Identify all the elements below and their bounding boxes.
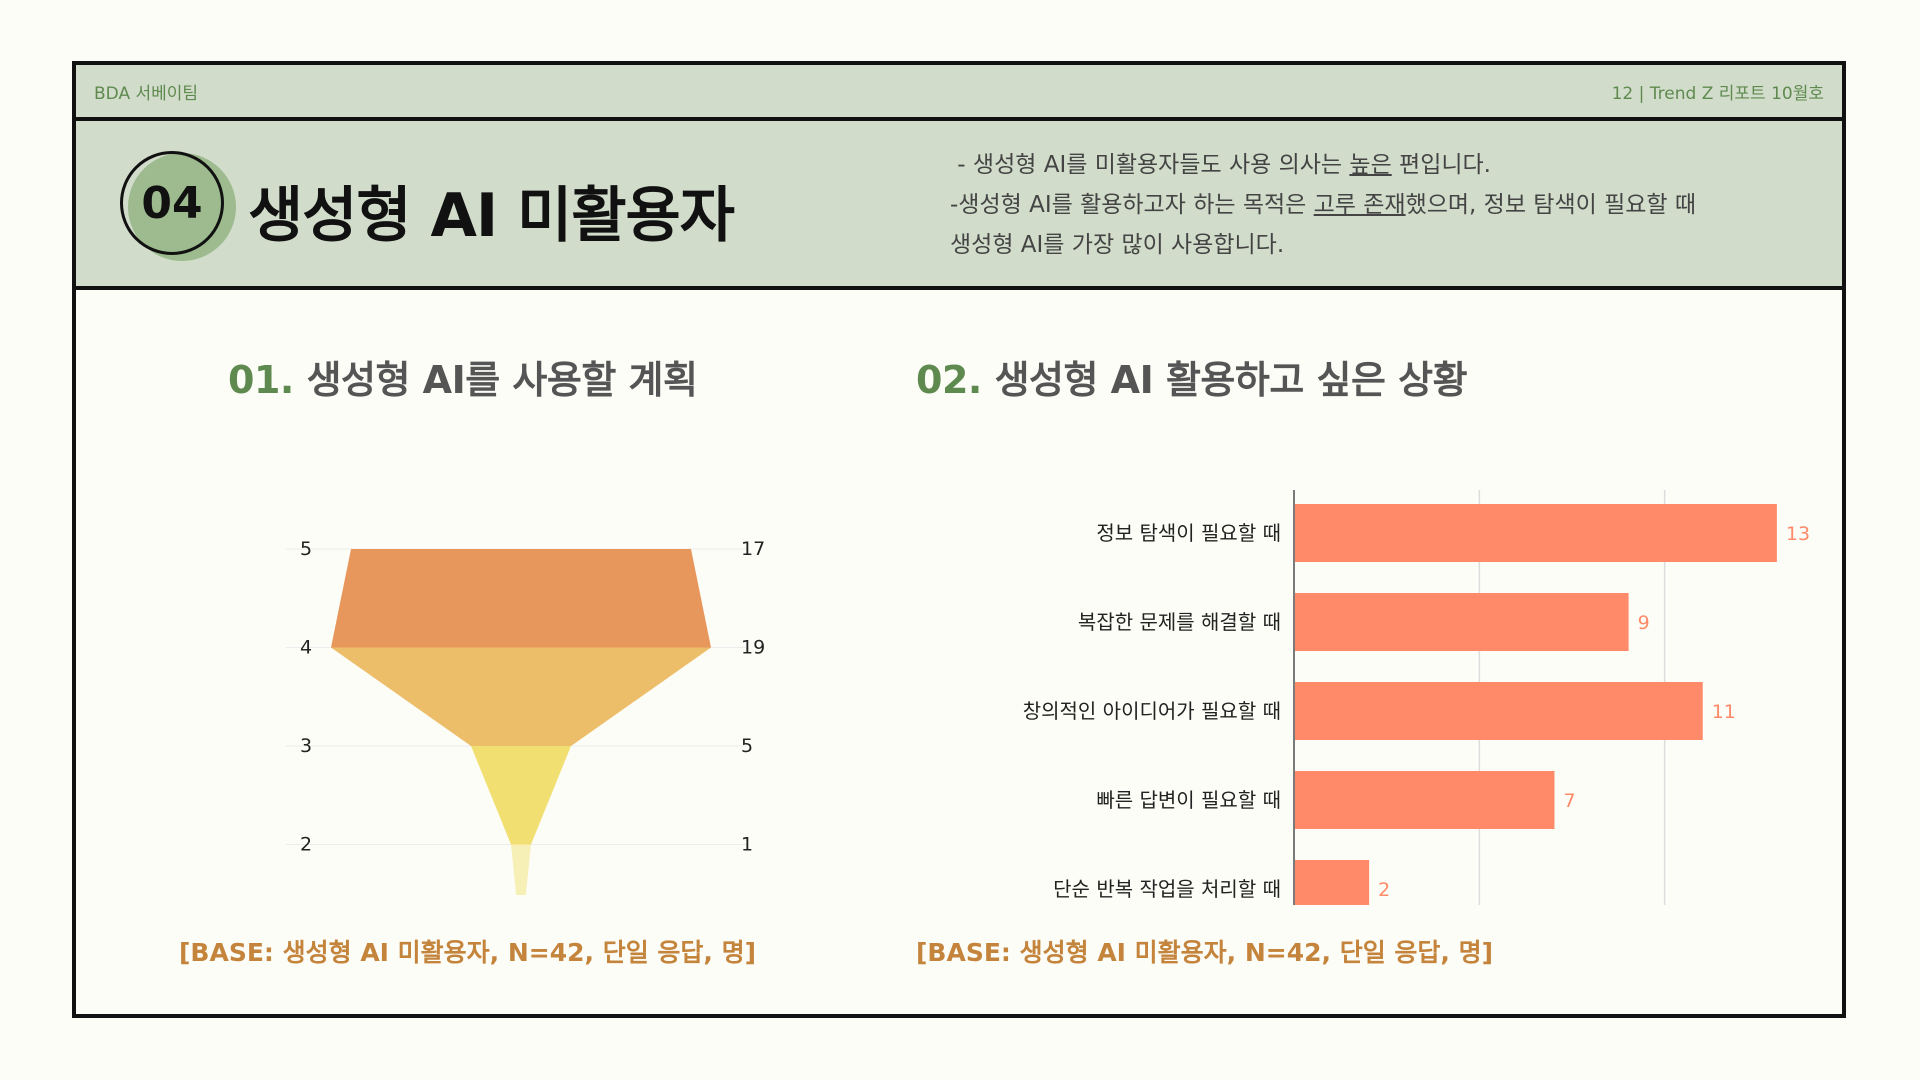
summary-text: - 생성형 AI를 미활용자들도 사용 의사는 높은 편입니다. -생성형 AI… <box>950 145 1790 265</box>
bar <box>1295 860 1370 905</box>
summary-line-2: -생성형 AI를 활용하고자 하는 목적은 고루 존재했으며, 정보 탐색이 필… <box>950 192 1697 218</box>
section1-base-note: [BASE: 생성형 AI 미활용자, N=42, 단일 응답, 명] <box>179 938 757 967</box>
funnel-value-label: 1 <box>741 834 753 856</box>
bar-value-label: 13 <box>1786 523 1810 545</box>
funnel-chart: 517419352110 <box>286 538 765 895</box>
bar-value-label: 9 <box>1638 612 1650 634</box>
section2-base-note: [BASE: 생성형 AI 미활용자, N=42, 단일 응답, 명] <box>916 938 1494 967</box>
page-title: 생성형 AI 미활용자 <box>248 181 735 251</box>
bar-category-label: 창의적인 아이디어가 필요할 때 <box>1023 699 1281 723</box>
funnel-level-label: 5 <box>300 538 312 560</box>
slide-frame: BDA 서베이팀 12 | Trend Z 리포트 10월호 04 생성형 AI… <box>72 61 1846 1018</box>
funnel-level-label: 2 <box>300 834 312 856</box>
funnel-level-label: 3 <box>300 735 312 757</box>
bar-category-label: 정보 탐색이 필요할 때 <box>1096 521 1281 545</box>
page-info: 12 | Trend Z 리포트 10월호 <box>1611 84 1824 104</box>
funnel-segment-4 <box>511 844 531 895</box>
funnel-segment-2 <box>331 647 711 746</box>
bar-value-label: 7 <box>1563 790 1575 812</box>
top-bar: BDA 서베이팀 12 | Trend Z 리포트 10월호 <box>76 65 1842 121</box>
bar-value-label: 11 <box>1712 701 1736 723</box>
bar <box>1295 682 1703 740</box>
bar <box>1295 771 1555 829</box>
bar-category-label: 단순 반복 작업을 처리할 때 <box>1053 877 1281 901</box>
section1-title: 01. 생성형 AI를 사용할 계획 <box>228 358 698 402</box>
section-badge: 04 <box>120 151 224 255</box>
bar <box>1295 593 1629 651</box>
team-label: BDA 서베이팀 <box>94 84 199 104</box>
funnel-segment-3 <box>471 746 571 845</box>
bar-category-label: 빠른 답변이 필요할 때 <box>1096 788 1281 812</box>
header-band: 04 생성형 AI 미활용자 - 생성형 AI를 미활용자들도 사용 의사는 높… <box>76 121 1842 290</box>
funnel-value-label: 5 <box>741 735 753 757</box>
bar <box>1295 504 1777 562</box>
funnel-value-label: 19 <box>741 637 765 659</box>
funnel-level-label: 4 <box>300 637 312 659</box>
funnel-segment-1 <box>331 549 711 648</box>
bar-value-label: 2 <box>1378 879 1390 901</box>
funnel-value-label: 17 <box>741 538 765 560</box>
section2-title: 02. 생성형 AI 활용하고 싶은 상황 <box>916 358 1468 402</box>
summary-line-1: - 생성형 AI를 미활용자들도 사용 의사는 높은 편입니다. <box>950 152 1491 178</box>
bar-category-label: 복잡한 문제를 해결할 때 <box>1078 610 1281 634</box>
summary-line-3: 생성형 AI를 가장 많이 사용합니다. <box>950 232 1285 258</box>
